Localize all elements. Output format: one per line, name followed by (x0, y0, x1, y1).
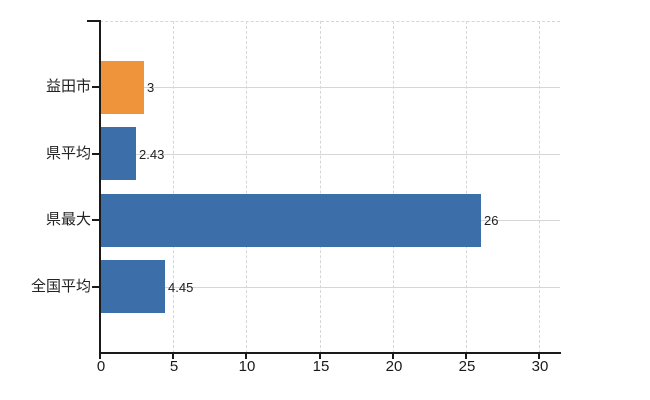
gridline-vertical (319, 21, 321, 353)
bar-value-label: 26 (484, 213, 499, 228)
y-axis-top-tick (87, 20, 100, 22)
x-tick-label: 15 (312, 358, 330, 375)
y-tick (92, 286, 100, 288)
x-tick-label: 20 (385, 358, 403, 375)
category-label: 益田市 (45, 78, 91, 95)
bar (101, 61, 144, 114)
gridline-vertical (246, 21, 248, 353)
bar-value-label: 3 (147, 80, 155, 95)
gridline-horizontal (100, 154, 560, 155)
x-tick-label: 30 (531, 358, 549, 375)
bar (101, 194, 481, 247)
category-label: 県平均 (45, 145, 91, 162)
gridline-vertical (539, 21, 541, 353)
x-tick (172, 354, 174, 359)
gridline-vertical (173, 21, 175, 353)
bar-value-label: 4.45 (168, 280, 194, 295)
gridline-horizontal (100, 287, 560, 288)
y-tick (92, 219, 100, 221)
gridline-horizontal (100, 87, 560, 88)
bar (101, 260, 165, 313)
y-axis (99, 20, 101, 355)
x-tick-label: 25 (458, 358, 476, 375)
gridline-vertical (392, 21, 394, 353)
x-tick (99, 354, 101, 359)
x-tick-label: 0 (96, 358, 106, 375)
x-tick-label: 5 (169, 358, 179, 375)
x-axis (99, 352, 561, 354)
category-label: 全国平均 (30, 278, 91, 295)
x-tick (538, 354, 540, 359)
gridline-vertical (466, 21, 468, 353)
plot-top-border (100, 21, 560, 22)
x-tick-label: 10 (238, 358, 256, 375)
x-tick (245, 354, 247, 359)
y-tick (92, 86, 100, 88)
y-tick (92, 153, 100, 155)
bar-value-label: 2.43 (139, 147, 165, 162)
bar (101, 127, 136, 180)
x-tick (465, 354, 467, 359)
x-tick (319, 354, 321, 359)
x-tick (392, 354, 394, 359)
category-label: 県最大 (45, 211, 91, 228)
